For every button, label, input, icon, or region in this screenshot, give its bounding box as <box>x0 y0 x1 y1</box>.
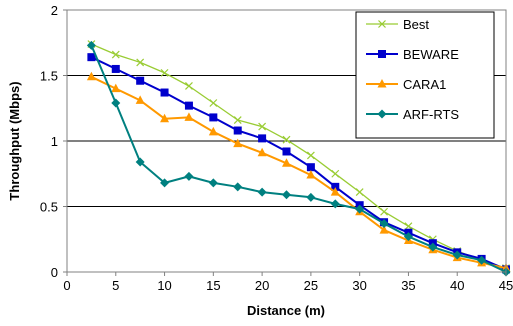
series-line-cara1 <box>90 75 507 270</box>
legend-label: CARA1 <box>403 77 446 92</box>
data-point-best <box>136 58 145 67</box>
data-point-beware <box>87 53 96 62</box>
series-line-arf-rts <box>90 45 507 273</box>
data-point-best <box>355 188 364 197</box>
axis-ticks: 00.511.520 5 10 15 20 25 30 35 40 45 <box>40 3 513 293</box>
x-tick-label: 20 <box>255 278 269 293</box>
legend-label: Best <box>403 17 429 32</box>
data-point-cara1 <box>330 187 340 196</box>
y-tick-label: 0 <box>51 265 58 280</box>
data-point-best <box>306 151 315 160</box>
data-point-arf-rts <box>477 255 487 265</box>
data-point-arf-rts <box>257 187 267 197</box>
legend-item-beware: BEWARE <box>366 47 459 62</box>
data-point-cara1 <box>135 95 145 104</box>
x-tick-label: 40 <box>450 278 464 293</box>
x-tick-label: 10 <box>157 278 171 293</box>
legend-swatch-marker <box>377 79 387 88</box>
x-tick-label: 0 <box>63 278 70 293</box>
data-point-cara1 <box>86 71 96 81</box>
data-point-arf-rts <box>379 219 389 229</box>
data-point-best <box>233 116 242 124</box>
legend-box <box>355 11 495 139</box>
data-point-arf-rts <box>306 192 316 202</box>
data-point-best <box>282 135 291 144</box>
data-point-beware <box>160 88 169 97</box>
data-point-cara1 <box>282 158 291 167</box>
y-axis-title: Throughput (Mbps) <box>7 81 22 200</box>
legend-label: ARF-RTS <box>403 107 459 122</box>
data-point-arf-rts <box>160 178 170 188</box>
legend-swatch-marker <box>378 20 386 28</box>
legend-label: BEWARE <box>403 47 459 62</box>
data-point-best <box>404 222 413 231</box>
legend-swatch-marker <box>377 109 387 119</box>
x-tick-label: 35 <box>401 278 415 293</box>
data-point-beware <box>258 134 267 143</box>
data-point-beware <box>331 182 340 191</box>
data-point-beware <box>233 126 242 135</box>
data-point-cara1 <box>233 138 243 148</box>
data-point-best <box>258 122 267 131</box>
series-line-best <box>91 43 507 269</box>
data-point-arf-rts <box>282 190 291 200</box>
data-point-best <box>111 50 120 59</box>
data-point-best <box>160 68 169 77</box>
x-axis-title: Distance (m) <box>247 303 325 318</box>
data-point-beware <box>282 147 291 156</box>
legend-item-best: Best <box>366 17 429 32</box>
legend-item-arf-rts: ARF-RTS <box>366 107 459 122</box>
series-line-beware <box>90 56 507 271</box>
y-tick-label: 1 <box>51 134 58 149</box>
data-point-arf-rts <box>452 250 462 260</box>
data-point-arf-rts <box>184 171 194 181</box>
data-point-best <box>209 99 218 107</box>
y-tick-label: 1.5 <box>40 69 58 84</box>
data-point-beware <box>306 163 315 172</box>
data-point-arf-rts <box>233 182 243 192</box>
data-point-arf-rts <box>330 199 340 209</box>
data-point-cara1 <box>208 126 218 136</box>
data-point-arf-rts <box>111 98 121 108</box>
x-tick-label: 15 <box>206 278 220 293</box>
data-point-beware <box>111 64 120 73</box>
data-point-arf-rts <box>428 242 438 252</box>
legend-item-cara1: CARA1 <box>366 77 446 92</box>
data-point-best <box>185 82 193 90</box>
y-tick-label: 2 <box>51 3 58 18</box>
data-point-beware <box>209 113 218 122</box>
data-point-arf-rts <box>355 204 365 214</box>
data-point-arf-rts <box>86 40 96 50</box>
data-point-cara1 <box>111 83 121 93</box>
x-tick-label: 5 <box>112 278 119 293</box>
y-tick-label: 0.5 <box>40 200 58 215</box>
data-point-cara1 <box>257 147 267 157</box>
legend: Best BEWARE CARA1 ARF-RTS <box>355 11 495 139</box>
data-point-beware <box>184 101 193 110</box>
data-point-cara1 <box>160 113 170 123</box>
data-point-arf-rts <box>135 157 145 167</box>
x-tick-label: 45 <box>499 278 513 293</box>
data-point-best <box>331 169 340 178</box>
data-point-cara1 <box>184 112 194 121</box>
data-point-beware <box>136 76 145 85</box>
data-point-cara1 <box>306 170 316 179</box>
x-tick-label: 25 <box>304 278 318 293</box>
data-point-cara1 <box>379 225 389 234</box>
legend-swatch-marker <box>378 50 386 58</box>
x-tick-label: 30 <box>352 278 366 293</box>
data-point-arf-rts <box>403 232 413 242</box>
data-point-best <box>380 207 388 216</box>
data-point-arf-rts <box>208 178 218 188</box>
